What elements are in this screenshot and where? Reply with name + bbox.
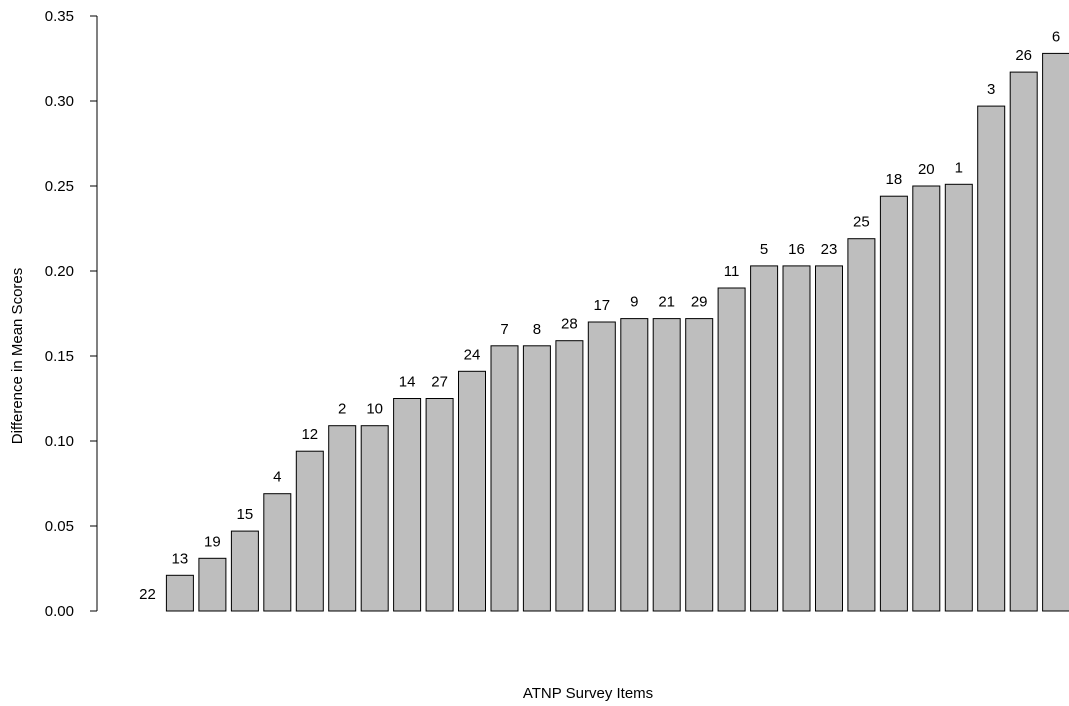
bar-label: 20 (918, 161, 935, 178)
bar (360, 425, 389, 612)
bar-label: 3 (987, 81, 995, 98)
bar-label: 7 (500, 321, 508, 338)
bar-label: 25 (853, 214, 870, 231)
bar (198, 557, 227, 612)
y-axis-title: Difference in Mean Scores (9, 268, 26, 444)
bar-label: 18 (886, 171, 903, 188)
bar-label: 24 (464, 346, 481, 363)
bar-label: 6 (1052, 28, 1060, 45)
bar (944, 183, 973, 612)
bar-label: 13 (172, 550, 189, 567)
bar-label: 16 (788, 241, 805, 258)
bar-label: 1 (955, 159, 963, 176)
bar (263, 493, 292, 612)
bar-label: 26 (1015, 47, 1032, 64)
bar (912, 185, 941, 612)
bar (750, 265, 779, 612)
bar-label: 5 (760, 241, 768, 258)
bar-label: 9 (630, 294, 638, 311)
bar (685, 318, 714, 612)
y-tick-label: 0.00 (45, 603, 74, 620)
bar (717, 287, 746, 612)
y-tick-label: 0.20 (45, 263, 74, 280)
bars (165, 52, 1069, 612)
bar (522, 345, 551, 612)
bar (815, 265, 843, 612)
bar (1009, 71, 1038, 612)
bar-label: 15 (237, 506, 254, 523)
y-tick-label: 0.10 (45, 433, 74, 450)
bar-label: 23 (821, 241, 838, 258)
y-tick-label: 0.30 (45, 93, 74, 110)
bar-label: 8 (533, 321, 541, 338)
bar (620, 318, 649, 612)
bar (652, 318, 681, 612)
bar-label: 11 (724, 263, 740, 280)
bar-label: 29 (691, 294, 708, 311)
bar-label: 19 (204, 533, 221, 550)
y-axis: 0.00 0.05 0.10 0.15 0.20 0.25 0.30 0.35 (45, 8, 98, 620)
bar (977, 105, 1006, 612)
bar (555, 340, 584, 612)
bar-label: 21 (658, 294, 675, 311)
bar-label: 27 (431, 374, 448, 391)
bar-label: 17 (593, 297, 610, 314)
bar (295, 450, 324, 612)
bar (458, 370, 486, 612)
y-tick-label: 0.25 (45, 178, 74, 195)
bar-label: 22 (139, 586, 156, 603)
bar-label: 28 (561, 316, 578, 333)
y-tick-label: 0.35 (45, 8, 74, 25)
y-tick-label: 0.05 (45, 518, 74, 535)
bar-label: 4 (273, 469, 281, 486)
bar (782, 265, 811, 612)
bar (587, 321, 616, 612)
bar (847, 238, 876, 612)
bar (328, 425, 357, 612)
bar-label: 12 (301, 426, 318, 443)
bar (165, 574, 194, 612)
y-tick-label: 0.15 (45, 348, 74, 365)
bar (490, 345, 519, 612)
bar (1042, 52, 1069, 612)
bar (425, 398, 454, 612)
bar-label: 10 (366, 401, 383, 418)
bar (393, 398, 422, 612)
x-axis-title: ATNP Survey Items (523, 685, 653, 702)
bar (879, 195, 908, 612)
bar-label: 2 (338, 401, 346, 418)
bar (230, 530, 259, 612)
bar-label: 14 (399, 374, 416, 391)
